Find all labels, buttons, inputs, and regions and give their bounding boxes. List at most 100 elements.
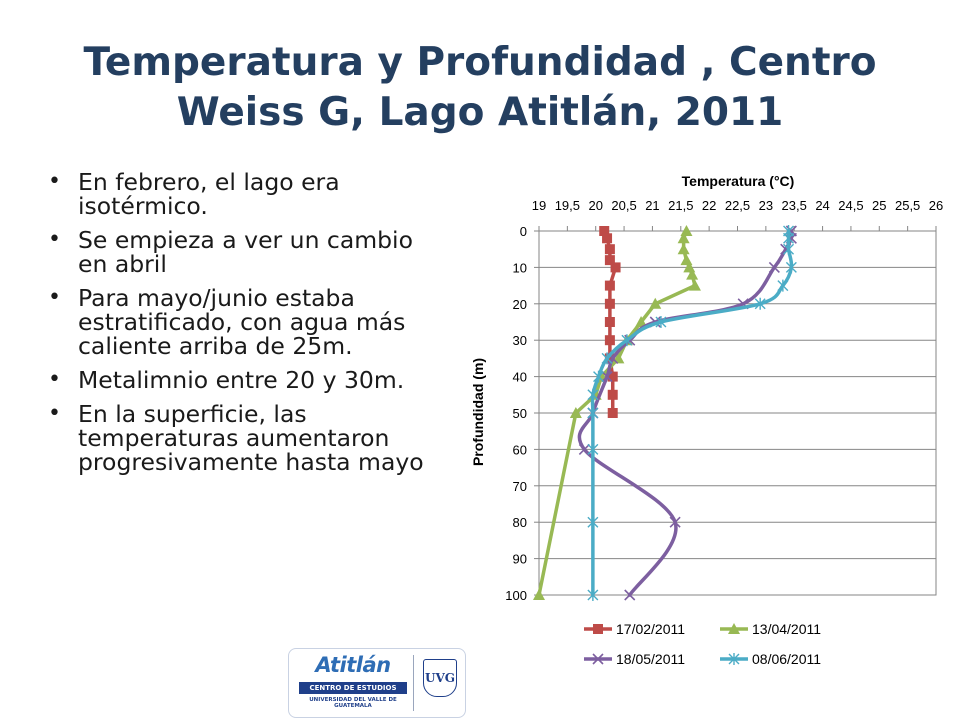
data-point-triangle (686, 268, 699, 280)
legend-label: 17/02/2011 (616, 621, 685, 637)
data-point-asterisk (777, 279, 789, 292)
x-tick-label: 21 (645, 198, 659, 213)
bullet-text: Metalimnio entre 20 y 30m. (78, 366, 405, 394)
bullet-list: • En febrero, el lago era isotérmico. • Se… (48, 170, 433, 484)
x-tick-label: 20 (588, 198, 602, 213)
bullet-item: • Se empieza a ver un cambio en abril (48, 227, 433, 277)
bullet-item: • Metalimnio entre 20 y 30m. (48, 366, 433, 394)
logo-band: CENTRO DE ESTUDIOS (299, 682, 407, 694)
bullet-text: Para mayo/junio estaba estratificado, co… (78, 284, 406, 360)
data-point-square (604, 335, 615, 346)
data-point-square (599, 226, 610, 236)
bullet-text: En la superficie, las temperaturas aumen… (78, 400, 424, 476)
bullet-item: • En febrero, el lago era isotérmico. (48, 168, 433, 220)
x-tick-label: 22 (702, 198, 716, 213)
legend-item: 18/05/2011 (584, 651, 685, 667)
y-tick-label: 10 (513, 260, 527, 275)
data-point-square (604, 244, 615, 255)
data-point-square (604, 280, 615, 291)
chart-title: Temperatura (°C) (682, 173, 795, 189)
data-point-triangle (677, 243, 690, 255)
x-tick-label: 26 (929, 198, 943, 213)
series-4 (587, 225, 797, 601)
y-tick-label: 70 (513, 479, 527, 494)
grid (538, 230, 937, 596)
data-point-square (604, 317, 615, 327)
x-tick-label: 25 (872, 198, 886, 213)
legend-item: 13/04/2011 (720, 621, 821, 637)
bullet-item: • Para mayo/junio estaba estratificado, c… (48, 284, 433, 360)
data-point-square (610, 262, 621, 273)
uvg-crest-icon: UVG (423, 659, 457, 697)
data-point-asterisk (593, 370, 605, 383)
legend-item: 17/02/2011 (584, 621, 685, 637)
legend-label: 08/06/2011 (752, 651, 821, 667)
logo-wordmark: Atitlán (315, 653, 391, 677)
data-point-asterisk (587, 443, 599, 456)
x-tick-label: 24,5 (838, 198, 863, 213)
slide-title: Temperatura y Profundidad , Centro Weiss… (83, 40, 877, 135)
data-point-x (669, 516, 681, 528)
x-tick-label: 19 (532, 198, 546, 213)
legend: 17/02/2011 13/04/2011 18/05/2011 08/06/2011 (584, 621, 821, 667)
data-point-asterisk (621, 334, 633, 347)
y-tick-label: 90 (513, 552, 527, 567)
bullet-item: • En la superficie, las temperaturas aume… (48, 400, 433, 476)
data-point-asterisk (783, 232, 795, 245)
series-layer (533, 225, 797, 601)
x-tick-label: 23,5 (782, 198, 807, 213)
data-point-square (604, 255, 615, 266)
data-point-asterisk (601, 352, 613, 365)
y-tick-label: 80 (513, 515, 527, 530)
data-point-asterisk (587, 589, 599, 601)
legend-label: 18/05/2011 (616, 651, 685, 667)
data-point-triangle (680, 254, 693, 266)
data-point-asterisk (587, 516, 599, 529)
data-point-x (578, 443, 590, 455)
data-point-triangle (649, 297, 662, 309)
data-point-triangle (635, 316, 648, 327)
data-point-square (602, 233, 613, 244)
legend-label: 13/04/2011 (752, 621, 821, 637)
y-tick-label: 20 (513, 297, 527, 312)
data-point-square (607, 389, 618, 400)
legend-item: 08/06/2011 (720, 651, 821, 667)
series-1 (599, 226, 621, 418)
data-point-asterisk (587, 388, 599, 401)
atitlan-uvg-logo: Atitlán CENTRO DE ESTUDIOS UNIVERSIDAD D… (288, 648, 466, 718)
x-tick-label: 21,5 (668, 198, 693, 213)
logo-subtitle: UNIVERSIDAD DEL VALLE DE GUATEMALA (309, 697, 397, 709)
y-tick-label: 50 (513, 406, 527, 421)
data-point-triangle (569, 407, 582, 418)
data-point-square (607, 371, 618, 382)
x-tick-label: 22,5 (725, 198, 750, 213)
data-point-square (593, 624, 603, 634)
data-point-asterisk (785, 261, 797, 274)
logo-divider (413, 655, 414, 711)
data-point-square (607, 408, 618, 418)
data-point-triangle (728, 623, 740, 634)
data-point-x (768, 261, 780, 273)
y-axis-label: Profundidad (m) (470, 358, 486, 466)
data-point-asterisk (587, 407, 599, 419)
x-tick-label: 23 (759, 198, 773, 213)
data-point-triangle (688, 279, 701, 291)
bullet-dot-icon: • (48, 285, 61, 310)
y-tick-label: 60 (513, 442, 527, 457)
data-point-asterisk (728, 653, 740, 665)
x-tick-label: 24 (815, 198, 829, 213)
y-tick-label: 30 (513, 333, 527, 348)
data-point-square (604, 298, 615, 309)
bullet-text: En febrero, el lago era isotérmico. (78, 168, 340, 220)
bullet-dot-icon: • (48, 367, 61, 392)
x-tick-label: 20,5 (611, 198, 636, 213)
y-tick-label: 100 (505, 588, 527, 603)
y-tick-label: 0 (520, 224, 527, 239)
x-tick-label: 19,5 (555, 198, 580, 213)
bullet-dot-icon: • (48, 227, 61, 252)
y-tick-label: 40 (513, 370, 527, 385)
data-point-square (604, 353, 615, 364)
axis-ticks: 0 10 20 30 40 50 60 70 80 90 100 19 19,5 20 20,5 21 21,5… (505, 198, 943, 603)
data-point-asterisk (754, 297, 766, 310)
data-point-asterisk (783, 243, 795, 256)
